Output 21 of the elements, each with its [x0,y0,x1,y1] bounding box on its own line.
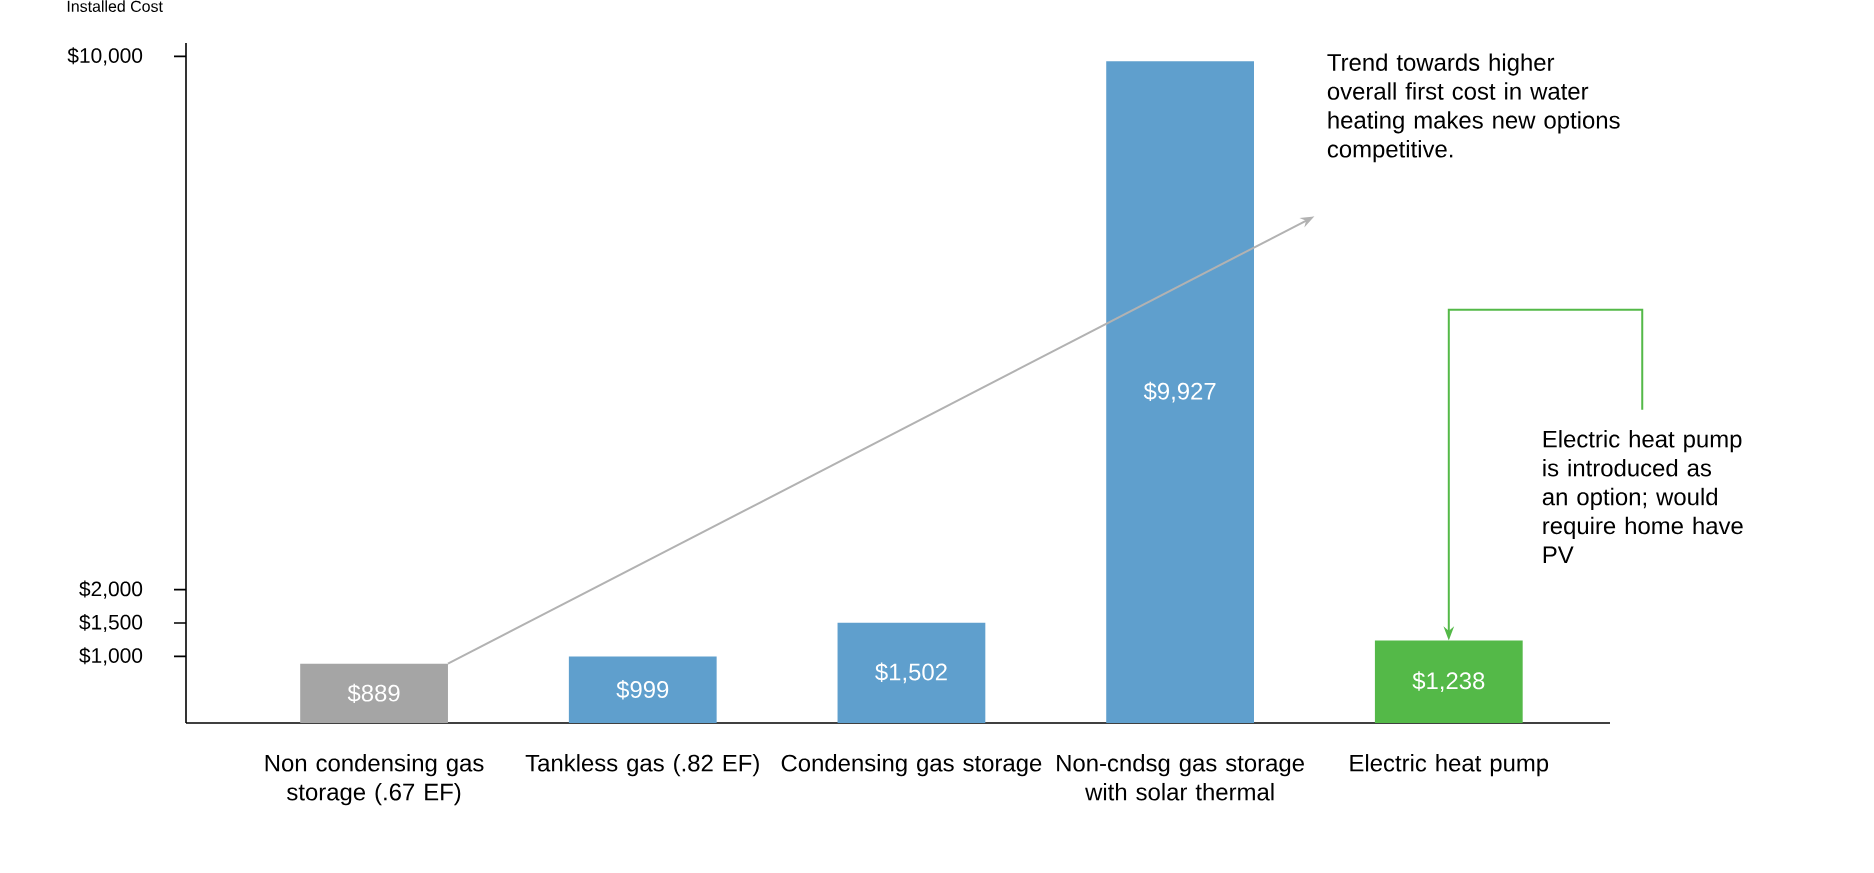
y-tick-label: $2,000 [79,580,143,599]
annotation: Electric heat pump is introduced as an option; would require home have PV [1542,430,1743,563]
y-tick-label: $10,000 [67,47,143,66]
x-tick-label: Electric heat pump [1350,754,1549,777]
data-label: $1,238 [1412,671,1485,693]
data-label: $1,502 [875,662,947,684]
x-tick-label: Condensing gas storage [781,754,1042,777]
data-label: $889 [347,683,400,704]
y-tick-label: $1,000 [79,647,143,666]
bar [837,622,986,723]
data-label: $999 [616,680,669,700]
x-tick-label: Non condensing gas storage (.67 EF) [265,754,484,806]
y-axis-title: Installed Cost [67,0,163,12]
bar [300,663,448,723]
bar [1106,61,1254,723]
x-tick-label: Non-cndsg gas storage with solar thermal [1057,754,1304,801]
x-tick-label: Tankless gas (.82 EF) [525,754,759,777]
data-label: $9,927 [1143,381,1216,403]
annotation: Trend towards higher overall first cost in water heating makes new options competitive. [1327,53,1620,163]
bar [568,656,717,723]
y-tick-label: $1,500 [79,613,143,633]
